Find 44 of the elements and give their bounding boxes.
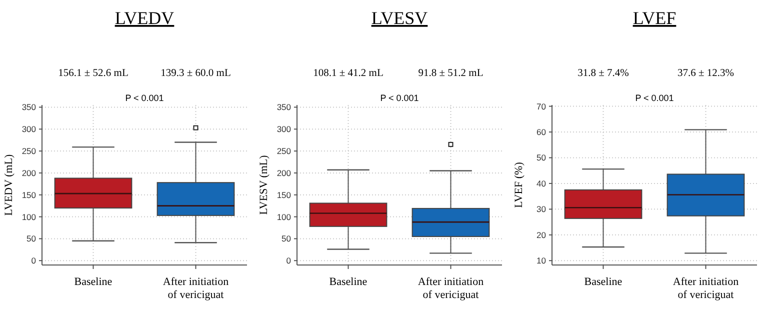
y-tick-label: 60 (536, 126, 546, 137)
y-tick-label: 50 (26, 234, 36, 244)
y-tick-label: 300 (276, 124, 292, 134)
x-tick-label: Baseline (74, 276, 112, 288)
chart-title: LVESV (371, 8, 428, 28)
x-tick-label: After initiation of vericiguat (162, 276, 230, 301)
x-tick-label: After initiation of vericiguat (672, 276, 740, 301)
y-tick-label: 40 (536, 178, 546, 188)
chart-title: LVEF (632, 8, 676, 28)
y-tick-label: 350 (22, 102, 36, 112)
text: 156.1 ± 52.6 mL (58, 68, 128, 79)
y-axis-title: LVEF (%) (513, 162, 525, 208)
y-tick-label: 0 (31, 256, 36, 266)
text: P < 0.001 (635, 93, 674, 103)
y-tick-label: 350 (276, 102, 292, 112)
x-tick-label: Baseline (329, 276, 368, 288)
y-tick-label: 100 (22, 212, 36, 222)
y-tick-label: 20 (536, 230, 546, 240)
y-tick-label: 150 (22, 190, 36, 200)
y-tick-label: 200 (276, 168, 292, 178)
x-tick-label: After initiation of vericiguat (418, 276, 484, 301)
y-axis-title: LVESV (mL) (258, 154, 270, 215)
y-tick-label: 30 (536, 204, 546, 214)
y-tick-label: 100 (276, 212, 292, 222)
y-tick-label: 300 (22, 124, 36, 134)
chart-title: LVEDV (114, 8, 174, 28)
y-tick-label: 0 (286, 256, 292, 266)
x-tick-label: Baseline (584, 276, 622, 288)
text: 108.1 ± 41.2 mL (313, 68, 384, 79)
y-tick-label: 200 (22, 168, 36, 178)
text: 31.8 ± 7.4% (578, 68, 630, 79)
y-tick-label: 10 (536, 256, 546, 266)
text: P < 0.001 (125, 93, 164, 103)
y-tick-label: 50 (282, 234, 292, 244)
text: P < 0.001 (380, 93, 419, 103)
y-tick-label: 50 (536, 152, 546, 163)
y-tick-label: 150 (276, 190, 292, 200)
y-axis-title: LVEDV (mL) (3, 154, 15, 216)
text: 139.3 ± 60.0 mL (160, 68, 231, 79)
text: 91.8 ± 51.2 mL (418, 68, 484, 79)
y-tick-label: 250 (276, 146, 292, 156)
text: 37.6 ± 12.3% (677, 68, 734, 79)
y-tick-label: 70 (536, 101, 546, 112)
y-tick-label: 250 (22, 146, 36, 156)
